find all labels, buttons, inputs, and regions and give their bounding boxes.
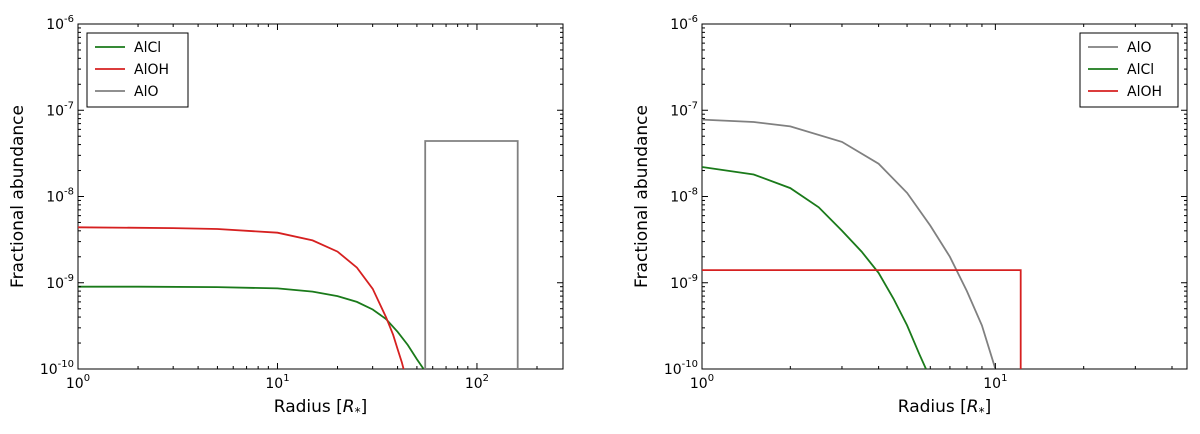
y-tick-label: 10-8 — [670, 187, 698, 206]
series-line-alo — [424, 140, 519, 369]
legend-label: AlCl — [134, 40, 161, 56]
y-tick-label: 10-10 — [40, 359, 74, 378]
chart-panel-right: 100 101 10-10 10-9 10-8 10-7 10-6 Radius [R*] Fr… — [632, 14, 1188, 419]
legend: AlCl AlOH AlO — [86, 32, 189, 108]
y-tick-label: 10-10 — [664, 359, 698, 378]
series-line-aloh — [702, 269, 1022, 369]
x-axis-label: Radius [R*] — [898, 397, 992, 419]
y-tick-label: 10-7 — [46, 100, 74, 119]
x-tick-label: 101 — [265, 373, 289, 392]
x-axis-label: Radius [R*] — [274, 397, 368, 419]
legend-label: AlO — [134, 84, 159, 100]
y-tick-label: 10-7 — [670, 100, 698, 119]
legend: AlO AlCl AlOH — [1079, 32, 1179, 108]
y-tick-label: 10-8 — [46, 187, 74, 206]
x-tick-label: 101 — [983, 373, 1007, 392]
series-line-alo — [702, 118, 997, 369]
legend-label: AlO — [1127, 40, 1152, 56]
legend-label: AlOH — [1127, 84, 1162, 100]
series-line-alcl — [702, 166, 927, 369]
x-tick-label: 102 — [465, 373, 489, 392]
legend-label: AlOH — [134, 62, 169, 78]
legend-label: AlCl — [1127, 62, 1154, 78]
series-line-aloh — [78, 226, 405, 369]
series-line-alcl — [78, 285, 425, 369]
x-tick-label: 100 — [690, 373, 714, 392]
y-tick-label: 10-6 — [670, 14, 698, 33]
y-tick-label: 10-6 — [46, 14, 74, 33]
y-tick-label: 10-9 — [46, 273, 74, 292]
chart-panel-left: 100 101 102 10-10 10-9 10-8 10-7 10-6 Radius [R*… — [8, 14, 564, 419]
y-axis-label: Fractional abundance — [632, 105, 652, 288]
y-axis-label: Fractional abundance — [8, 105, 28, 288]
y-tick-label: 10-9 — [670, 273, 698, 292]
x-tick-label: 100 — [66, 373, 90, 392]
